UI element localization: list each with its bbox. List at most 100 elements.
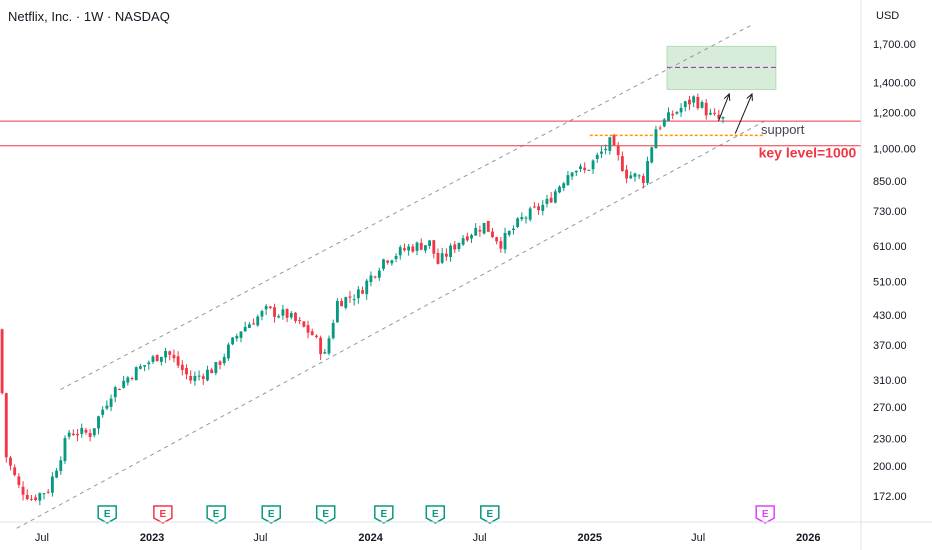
y-tick-label: 1,700.00 xyxy=(873,39,916,51)
candle-body xyxy=(415,242,419,251)
candle-body xyxy=(532,206,536,208)
candle-body xyxy=(9,457,12,466)
candle-body xyxy=(411,246,415,252)
candle-body xyxy=(667,112,670,122)
annotations-layer: support key level=1000 xyxy=(759,122,857,161)
earnings-marker-label: E xyxy=(268,509,275,520)
earnings-marker-shape xyxy=(374,505,394,524)
candle-body xyxy=(155,354,159,362)
earnings-marker[interactable]: E xyxy=(153,505,173,524)
candle-body xyxy=(126,377,130,383)
candle-body xyxy=(713,112,717,114)
x-tick-label: Jul xyxy=(691,532,705,544)
candle-body xyxy=(168,351,172,355)
candle-body xyxy=(164,350,167,358)
candle-body xyxy=(512,228,515,231)
candle-body xyxy=(273,307,276,317)
candle-body xyxy=(206,369,209,381)
candle-body xyxy=(541,204,545,211)
candle-body xyxy=(214,362,218,374)
candle-body xyxy=(403,248,406,251)
earnings-marker[interactable]: E xyxy=(206,505,226,524)
candle-body xyxy=(390,260,394,264)
candle-body xyxy=(130,378,134,380)
candle-body xyxy=(658,127,662,129)
candle-body xyxy=(620,156,624,171)
candle-body xyxy=(507,231,511,235)
earnings-marker-shape xyxy=(315,505,336,524)
candle-body xyxy=(323,352,327,354)
earnings-marker-label: E xyxy=(104,509,111,520)
earnings-marker[interactable]: E xyxy=(755,505,775,524)
candle-body xyxy=(700,102,704,108)
candle-body xyxy=(449,245,452,258)
candle-body xyxy=(612,135,616,146)
y-tick-label: 370.00 xyxy=(873,340,907,352)
candle-body xyxy=(520,217,524,220)
candle-body xyxy=(25,494,29,500)
candle-body xyxy=(428,240,432,246)
earnings-marker[interactable]: E xyxy=(261,505,281,524)
chart-title: Netflix, Inc. · 1W · NASDAQ xyxy=(8,9,170,24)
candle-body xyxy=(285,309,289,318)
x-tick-label: 2023 xyxy=(140,532,164,544)
candle-body xyxy=(478,229,482,232)
earnings-marker-shape xyxy=(755,505,775,524)
candle-body xyxy=(461,238,465,245)
candle-body xyxy=(386,260,390,263)
candle-body xyxy=(574,170,578,173)
candle-body xyxy=(264,306,268,310)
candle-body xyxy=(595,154,599,160)
candle-body xyxy=(537,206,540,211)
candle-body xyxy=(201,376,205,379)
candle-body xyxy=(570,172,574,177)
candle-body xyxy=(679,107,683,113)
earnings-marker[interactable]: E xyxy=(97,505,117,524)
earnings-marker-shape xyxy=(425,505,446,524)
candle-body xyxy=(122,380,126,388)
candle-body xyxy=(646,161,649,183)
candle-body xyxy=(335,300,339,323)
candle-body xyxy=(298,320,302,322)
currency-label[interactable]: USD xyxy=(876,10,899,22)
channel-layer xyxy=(16,23,768,529)
candle-body xyxy=(143,365,147,367)
candle-body xyxy=(63,438,67,461)
candle-body xyxy=(113,387,117,398)
candle-body xyxy=(42,493,46,495)
candle-body xyxy=(80,427,84,434)
candle-body xyxy=(55,470,59,478)
candle-body xyxy=(382,259,385,269)
candle-body xyxy=(692,96,696,103)
candle-body xyxy=(453,244,457,250)
x-tick-label: 2026 xyxy=(796,532,820,544)
earnings-marker-label: E xyxy=(762,509,769,520)
candle-body xyxy=(637,175,641,177)
y-tick-label: 510.00 xyxy=(873,277,907,289)
candle-body xyxy=(180,364,184,370)
candle-body xyxy=(583,167,587,171)
candle-body xyxy=(683,101,687,108)
candle-body xyxy=(109,398,113,407)
y-tick-label: 310.00 xyxy=(873,375,907,387)
candle-body xyxy=(151,356,155,362)
candle-body xyxy=(616,145,620,156)
candle-body xyxy=(315,335,318,338)
candle-body xyxy=(688,99,691,105)
candle-body xyxy=(226,344,230,359)
earnings-marker[interactable]: E xyxy=(425,505,446,524)
candle-body xyxy=(704,102,708,116)
earnings-marker[interactable]: E xyxy=(480,505,500,524)
earnings-marker[interactable]: E xyxy=(374,505,394,524)
candle-body xyxy=(281,309,285,316)
earnings-marker[interactable]: E xyxy=(315,505,336,524)
candle-body xyxy=(591,160,595,170)
earnings-marker-shape xyxy=(480,505,500,524)
projection-arrow-head xyxy=(723,92,731,101)
candle-body xyxy=(327,338,331,354)
candle-body xyxy=(277,316,281,318)
earnings-marker-shape xyxy=(153,505,173,524)
candle-body xyxy=(218,361,222,365)
